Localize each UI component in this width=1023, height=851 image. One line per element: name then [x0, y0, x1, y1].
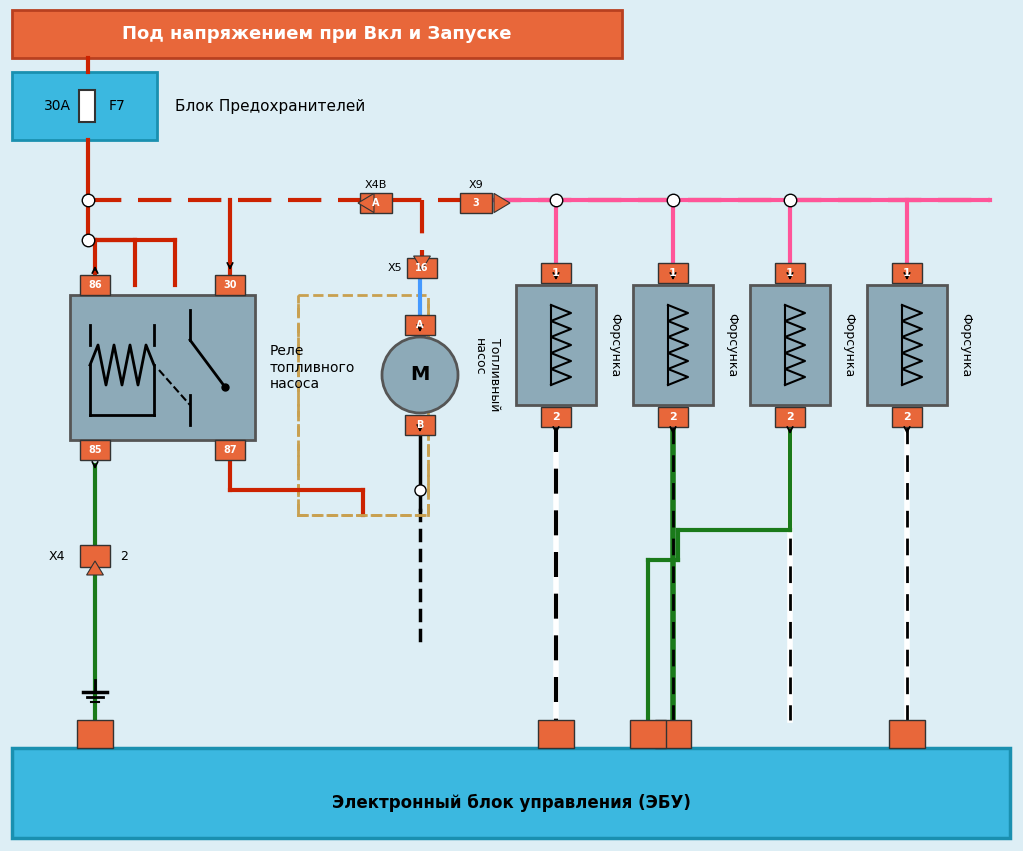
Text: B: B	[416, 420, 424, 430]
FancyBboxPatch shape	[541, 263, 571, 283]
Text: Реле
топливного
насоса: Реле топливного насоса	[270, 345, 355, 391]
Text: X4: X4	[48, 550, 65, 563]
Text: 1: 1	[552, 268, 560, 278]
Text: 85: 85	[88, 445, 102, 455]
FancyBboxPatch shape	[405, 315, 435, 335]
Text: X5: X5	[388, 263, 402, 273]
Text: A: A	[416, 320, 424, 330]
Text: M: M	[410, 365, 430, 385]
Text: Электронный блок управления (ЭБУ): Электронный блок управления (ЭБУ)	[331, 794, 691, 812]
FancyBboxPatch shape	[750, 285, 830, 405]
FancyBboxPatch shape	[79, 90, 95, 122]
Text: Форсунка: Форсунка	[725, 313, 738, 377]
Text: A: A	[372, 198, 380, 208]
Text: 1: 1	[786, 268, 794, 278]
FancyBboxPatch shape	[460, 193, 492, 213]
FancyBboxPatch shape	[892, 407, 922, 427]
FancyBboxPatch shape	[516, 285, 596, 405]
FancyBboxPatch shape	[889, 720, 925, 748]
FancyBboxPatch shape	[868, 285, 947, 405]
Text: 2: 2	[786, 412, 794, 422]
FancyBboxPatch shape	[12, 72, 157, 140]
Text: 1: 1	[669, 268, 677, 278]
Text: 87: 87	[223, 445, 236, 455]
FancyBboxPatch shape	[360, 193, 392, 213]
FancyBboxPatch shape	[775, 407, 805, 427]
Polygon shape	[413, 256, 431, 270]
Text: 3: 3	[473, 198, 480, 208]
Text: X9: X9	[469, 180, 484, 190]
Text: Форсунка: Форсунка	[842, 313, 855, 377]
FancyBboxPatch shape	[77, 720, 113, 748]
Text: 86: 86	[88, 280, 102, 290]
FancyBboxPatch shape	[80, 545, 110, 567]
Polygon shape	[87, 561, 103, 575]
FancyBboxPatch shape	[70, 295, 255, 440]
FancyBboxPatch shape	[405, 415, 435, 435]
Text: Под напряжением при Вкл и Запуске: Под напряжением при Вкл и Запуске	[123, 25, 512, 43]
FancyBboxPatch shape	[658, 263, 688, 283]
FancyBboxPatch shape	[658, 407, 688, 427]
Polygon shape	[494, 193, 510, 213]
Text: Блок Предохранителей: Блок Предохранителей	[175, 99, 365, 113]
FancyBboxPatch shape	[892, 263, 922, 283]
Circle shape	[382, 337, 458, 413]
Text: F7: F7	[108, 99, 126, 113]
FancyBboxPatch shape	[80, 275, 110, 295]
FancyBboxPatch shape	[633, 285, 713, 405]
FancyBboxPatch shape	[655, 720, 691, 748]
FancyBboxPatch shape	[215, 275, 244, 295]
Text: 2: 2	[903, 412, 910, 422]
Text: 30: 30	[223, 280, 236, 290]
Text: 2: 2	[120, 550, 128, 563]
FancyBboxPatch shape	[407, 258, 437, 278]
FancyBboxPatch shape	[80, 440, 110, 460]
Text: 30A: 30A	[44, 99, 71, 113]
FancyBboxPatch shape	[215, 440, 244, 460]
FancyBboxPatch shape	[775, 263, 805, 283]
Text: Форсунка: Форсунка	[608, 313, 621, 377]
Text: 2: 2	[552, 412, 560, 422]
FancyBboxPatch shape	[538, 720, 574, 748]
Text: 16: 16	[415, 263, 429, 273]
FancyBboxPatch shape	[12, 748, 1010, 838]
Text: Форсунка: Форсунка	[959, 313, 972, 377]
Text: 1: 1	[903, 268, 910, 278]
FancyBboxPatch shape	[630, 720, 666, 748]
Polygon shape	[358, 193, 374, 213]
FancyBboxPatch shape	[541, 407, 571, 427]
Text: Топливный
насос: Топливный насос	[473, 339, 501, 412]
Text: X4B: X4B	[365, 180, 387, 190]
Text: 2: 2	[669, 412, 677, 422]
FancyBboxPatch shape	[12, 10, 622, 58]
